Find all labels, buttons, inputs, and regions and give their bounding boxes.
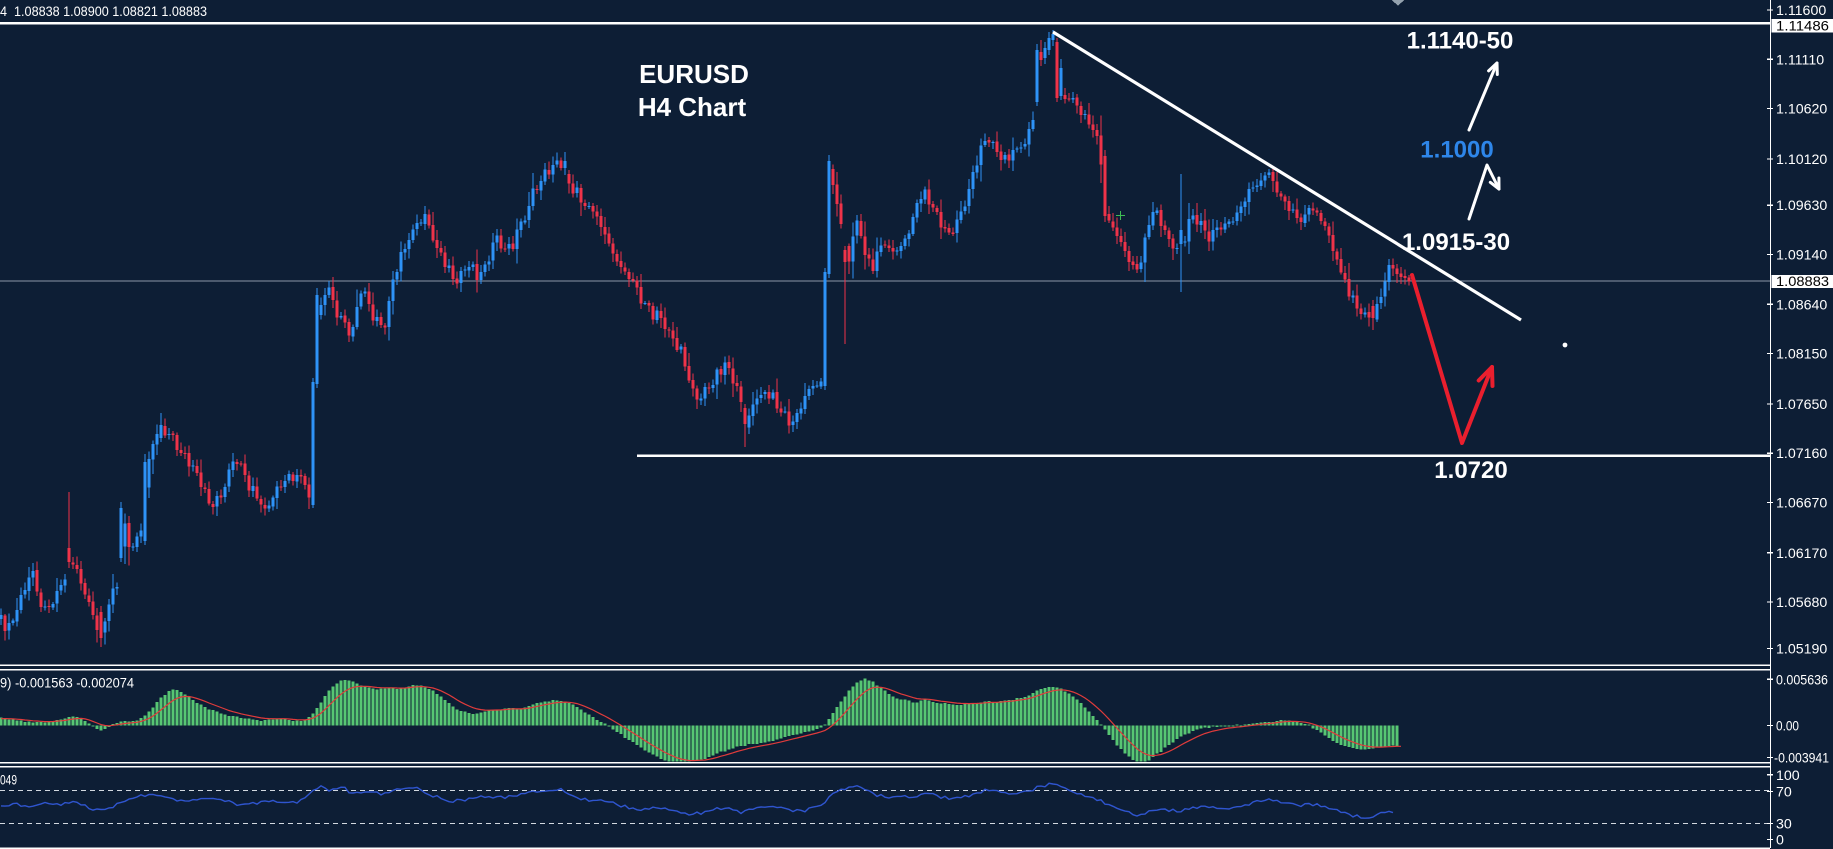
svg-text:1.11486: 1.11486 xyxy=(1776,18,1829,33)
svg-text:EURUSD: EURUSD xyxy=(639,59,749,89)
svg-text:1.07650: 1.07650 xyxy=(1776,397,1827,413)
svg-text:0: 0 xyxy=(1776,833,1784,849)
svg-text:H4 Chart: H4 Chart xyxy=(638,92,747,122)
svg-text:0.00: 0.00 xyxy=(1776,718,1799,734)
svg-text:9) -0.001563 -0.002074: 9) -0.001563 -0.002074 xyxy=(0,676,134,691)
svg-text:1.0915-30: 1.0915-30 xyxy=(1402,229,1510,256)
svg-text:0.005636: 0.005636 xyxy=(1776,671,1828,687)
svg-text:1.0720: 1.0720 xyxy=(1434,457,1507,484)
svg-text:1.1140-50: 1.1140-50 xyxy=(1407,28,1514,55)
svg-text:100: 100 xyxy=(1776,768,1800,784)
svg-text:1.10620: 1.10620 xyxy=(1776,102,1827,118)
svg-text:1.11110: 1.11110 xyxy=(1776,52,1824,68)
svg-text:1.08640: 1.08640 xyxy=(1776,297,1827,313)
svg-text:1.09630: 1.09630 xyxy=(1776,198,1827,214)
svg-text:1.08150: 1.08150 xyxy=(1776,347,1827,363)
svg-text:1.06670: 1.06670 xyxy=(1776,496,1827,512)
svg-text:1.06170: 1.06170 xyxy=(1776,546,1827,562)
svg-text:30: 30 xyxy=(1776,817,1792,833)
svg-text:1.05680: 1.05680 xyxy=(1776,595,1827,611)
svg-text:049: 049 xyxy=(0,773,17,788)
svg-text:-0.003941: -0.003941 xyxy=(1774,750,1829,766)
svg-text:1.07160: 1.07160 xyxy=(1776,446,1827,462)
svg-text:1.1000: 1.1000 xyxy=(1420,137,1493,164)
svg-text:70: 70 xyxy=(1776,785,1792,801)
svg-text:1.10120: 1.10120 xyxy=(1776,152,1827,168)
svg-text:1.05190: 1.05190 xyxy=(1776,641,1827,657)
svg-text:4 1.08838 1.08900 1.08821 1.0: 4 1.08838 1.08900 1.08821 1.08883 xyxy=(0,4,207,20)
svg-text:1.11600: 1.11600 xyxy=(1776,3,1826,19)
svg-text:1.08883: 1.08883 xyxy=(1776,274,1829,289)
svg-text:1.09140: 1.09140 xyxy=(1776,248,1827,264)
